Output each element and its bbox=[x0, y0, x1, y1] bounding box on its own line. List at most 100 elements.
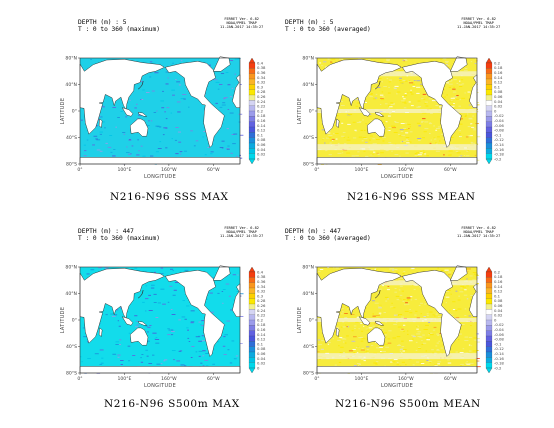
speckle bbox=[422, 118, 426, 120]
speckle bbox=[238, 113, 243, 115]
speckle bbox=[323, 61, 327, 63]
speckle bbox=[346, 152, 351, 154]
colorbar-label: 0.18 bbox=[257, 322, 266, 327]
speckle bbox=[140, 361, 144, 363]
colorbar-swatch bbox=[485, 314, 493, 321]
speckle bbox=[382, 140, 385, 142]
speckle bbox=[405, 364, 407, 366]
speckle bbox=[223, 336, 226, 338]
speckle bbox=[464, 92, 466, 94]
colorbar-label: 0.16 bbox=[494, 70, 503, 75]
speckle bbox=[429, 362, 431, 363]
speckle bbox=[425, 350, 427, 352]
speckle bbox=[140, 357, 142, 359]
speckle bbox=[176, 101, 181, 103]
speckle bbox=[201, 325, 204, 327]
speckle bbox=[370, 135, 373, 137]
speckle bbox=[168, 329, 171, 331]
speckle bbox=[340, 101, 343, 103]
speckle bbox=[339, 58, 343, 60]
speckle bbox=[233, 358, 237, 360]
speckle bbox=[431, 349, 434, 351]
colorbar-swatch bbox=[485, 346, 493, 353]
speckle bbox=[141, 354, 144, 355]
speckle bbox=[227, 109, 230, 110]
speckle bbox=[406, 138, 408, 140]
speckle bbox=[393, 87, 396, 89]
speckle bbox=[404, 95, 408, 97]
speckle bbox=[217, 341, 220, 343]
speckle bbox=[455, 317, 460, 319]
speckle bbox=[460, 286, 464, 288]
speckle bbox=[418, 305, 421, 306]
speckle bbox=[120, 360, 124, 361]
speckle bbox=[459, 352, 464, 353]
land-mass bbox=[401, 270, 462, 357]
land-mass bbox=[316, 366, 478, 374]
speckle bbox=[334, 331, 337, 333]
speckle bbox=[426, 313, 429, 315]
speckle bbox=[322, 138, 325, 140]
speckle bbox=[205, 299, 208, 300]
speckle bbox=[205, 365, 209, 367]
speckle bbox=[450, 100, 453, 102]
speckle bbox=[174, 282, 179, 283]
speckle bbox=[155, 317, 159, 318]
y-tick-label: 40°N bbox=[302, 82, 314, 88]
speckle bbox=[142, 301, 145, 303]
speckle bbox=[171, 350, 176, 351]
speckle bbox=[357, 151, 360, 153]
speckle bbox=[322, 139, 324, 141]
colorbar-label: 0.16 bbox=[257, 327, 266, 332]
y-tick-label: 80°S bbox=[66, 162, 77, 168]
speckle bbox=[351, 155, 356, 157]
speckle bbox=[402, 273, 405, 274]
speckle bbox=[405, 80, 409, 82]
speckle bbox=[387, 129, 389, 131]
speckle bbox=[412, 364, 415, 366]
speckle bbox=[346, 335, 349, 337]
colorbar-label: -0.1 bbox=[494, 132, 502, 137]
speckle bbox=[462, 289, 465, 291]
speckle bbox=[321, 340, 324, 342]
speckle bbox=[409, 309, 411, 310]
speckle bbox=[210, 311, 214, 313]
speckle bbox=[378, 312, 382, 314]
speckle bbox=[198, 335, 201, 337]
speckle bbox=[363, 138, 368, 140]
colorbar-swatch bbox=[248, 137, 256, 144]
speckle bbox=[420, 83, 422, 85]
speckle bbox=[94, 353, 99, 355]
colorbar-swatch bbox=[485, 121, 493, 128]
speckle bbox=[347, 372, 350, 374]
speckle bbox=[444, 269, 449, 271]
speckle bbox=[437, 267, 439, 269]
speckle bbox=[224, 334, 228, 336]
speckle bbox=[425, 324, 429, 326]
speckle bbox=[465, 136, 469, 138]
speckle bbox=[146, 125, 150, 126]
speckle bbox=[386, 289, 390, 291]
speckle bbox=[437, 316, 442, 318]
speckle bbox=[451, 104, 454, 106]
speckle bbox=[184, 318, 187, 320]
speckle bbox=[473, 129, 476, 131]
speckle bbox=[363, 150, 366, 152]
speckle bbox=[171, 138, 173, 140]
speckle bbox=[190, 357, 193, 358]
speckle bbox=[340, 338, 345, 340]
speckle bbox=[380, 328, 384, 330]
colorbar-swatch bbox=[248, 153, 256, 160]
speckle bbox=[80, 356, 82, 358]
speckle bbox=[430, 112, 433, 114]
colorbar-swatch bbox=[485, 68, 493, 74]
speckle bbox=[416, 152, 421, 154]
y-axis-label: LATITUDE bbox=[60, 98, 66, 125]
speckle bbox=[219, 106, 223, 108]
land-mass bbox=[164, 270, 225, 357]
colorbar-label: -0.06 bbox=[494, 332, 504, 337]
speckle bbox=[460, 155, 463, 157]
speckle bbox=[386, 58, 390, 60]
speckle bbox=[458, 155, 461, 157]
speckle bbox=[117, 320, 119, 322]
